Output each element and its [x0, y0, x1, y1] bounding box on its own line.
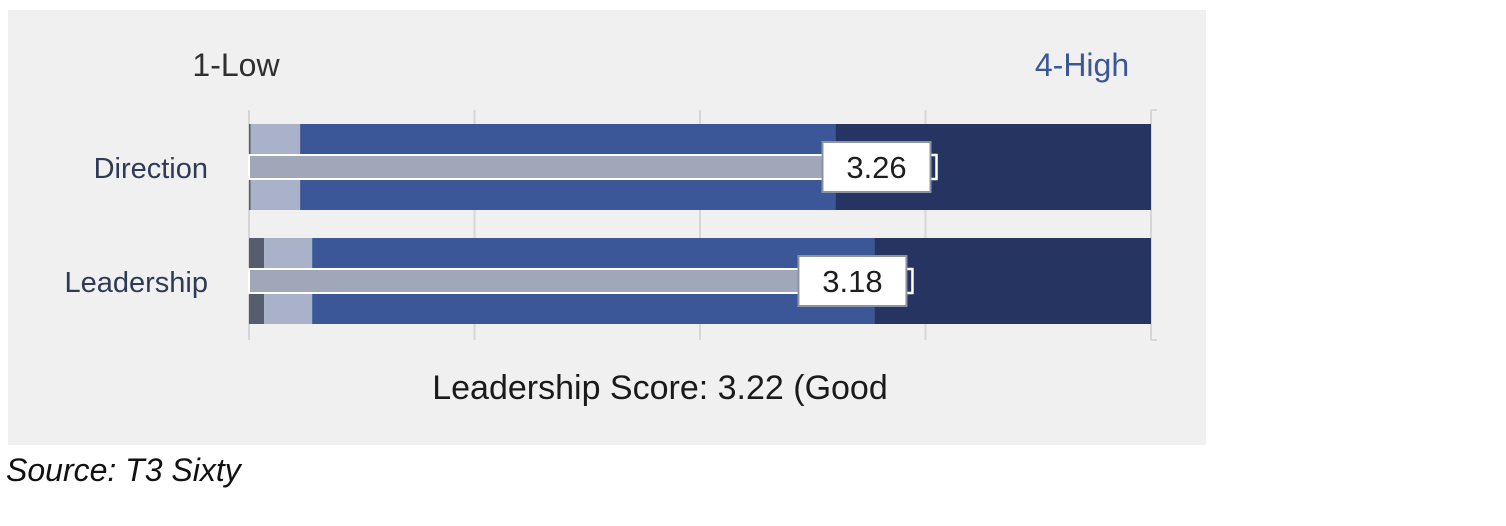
category-label: Direction: [94, 153, 208, 185]
data-label: 3.18: [822, 264, 882, 299]
value-bracket: [930, 153, 938, 181]
source-caption: Source: T3 Sixty: [6, 452, 241, 488]
scale-high-label: 4-High: [1035, 47, 1129, 83]
scale-low-label: 1-Low: [192, 47, 280, 83]
bar-row: Leadership 3.18: [65, 238, 1151, 324]
leadership-chart: Direction 3.26 Leadership 3.18 1-Low 4-High…: [65, 47, 1157, 407]
chart-panel: Direction 3.26 Leadership 3.18 1-Low 4-High…: [8, 10, 1206, 445]
bar-row: Direction 3.26: [94, 124, 1151, 210]
data-label-box: [797, 255, 908, 307]
leadership-score-summary: Leadership Score: 3.22 (Good: [432, 369, 888, 407]
distribution-band: [874, 238, 1151, 324]
value-bar: [248, 154, 930, 180]
category-label: Leadership: [65, 267, 209, 299]
value-bracket: [906, 267, 914, 295]
data-label-box: [821, 141, 932, 193]
data-label: 3.26: [846, 150, 906, 185]
